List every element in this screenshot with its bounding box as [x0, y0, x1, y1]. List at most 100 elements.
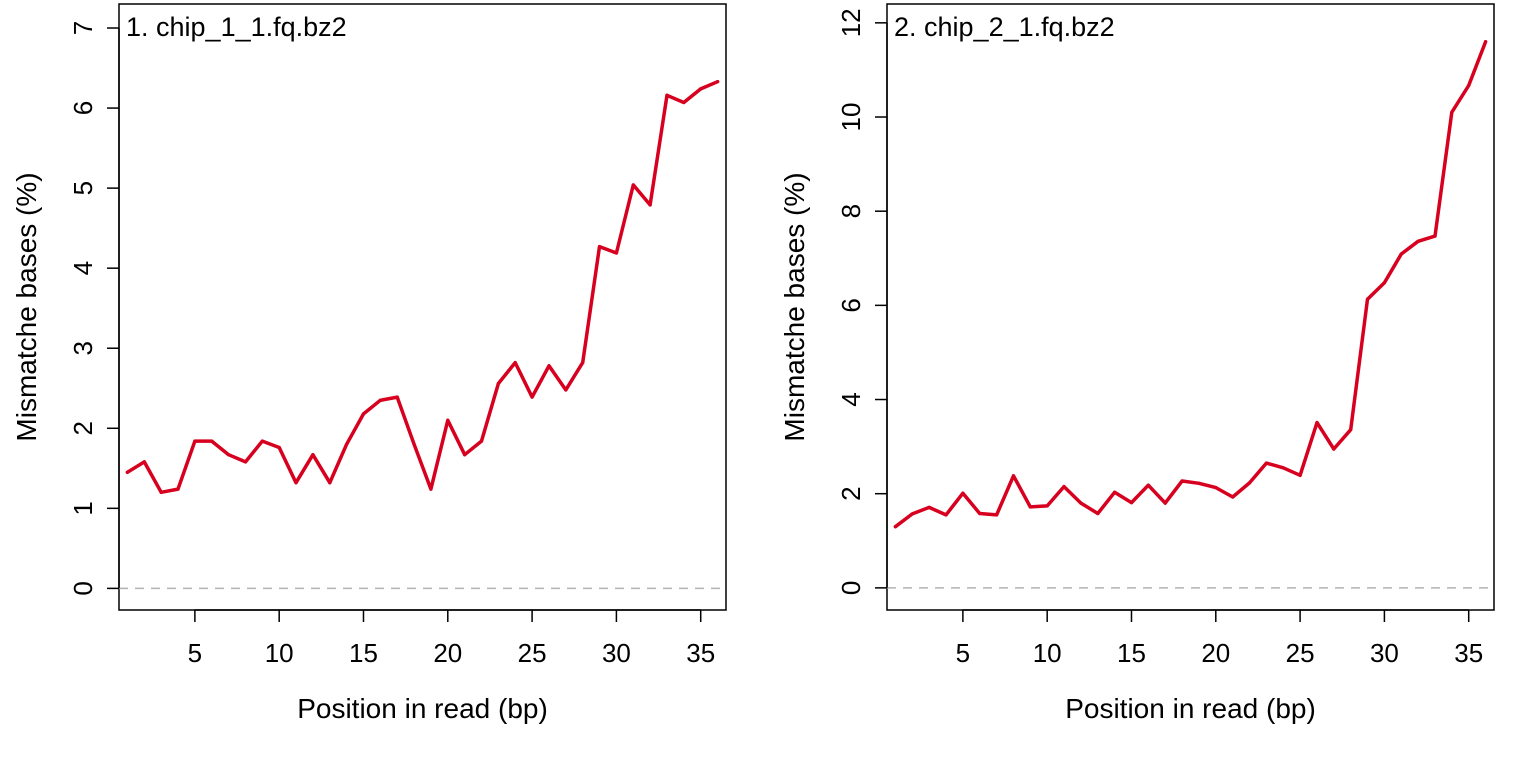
x-tick-label: 35	[686, 638, 715, 668]
data-point	[159, 490, 163, 494]
data-point	[1146, 483, 1150, 487]
y-axis-label: Mismatche bases (%)	[11, 172, 42, 441]
data-point	[395, 395, 399, 399]
data-point	[597, 244, 602, 249]
plot-frame	[118, 3, 727, 611]
data-point	[1096, 511, 1100, 516]
data-point	[1483, 40, 1488, 44]
y-tick-label: 0	[836, 581, 866, 595]
y-tick-label: 6	[68, 101, 98, 115]
data-point	[1399, 252, 1403, 256]
data-point	[446, 418, 450, 422]
y-tick-label: 1	[68, 501, 98, 515]
data-point	[1281, 466, 1285, 470]
data-point	[581, 361, 585, 365]
data-point	[378, 398, 382, 402]
data-point	[1214, 485, 1218, 490]
x-axis-label: Position in read (bp)	[297, 693, 548, 724]
data-point	[631, 183, 635, 187]
y-tick-label: 0	[68, 581, 98, 595]
x-tick-label: 15	[349, 638, 378, 668]
y-tick-label: 7	[68, 21, 98, 35]
data-point	[193, 439, 197, 443]
x-tick-label: 10	[1033, 638, 1062, 668]
panel-title: 2. chip_2_1.fq.bz2	[894, 12, 1115, 42]
data-point	[226, 453, 231, 457]
data-point	[648, 203, 652, 207]
x-tick-label: 5	[188, 638, 202, 668]
data-point	[463, 453, 467, 457]
data-point	[125, 470, 130, 474]
y-tick-label: 4	[68, 261, 98, 275]
data-point	[1433, 234, 1437, 238]
data-point	[1298, 473, 1302, 477]
data-point	[429, 487, 433, 491]
x-tick-label: 25	[518, 638, 547, 668]
x-tick-label: 30	[602, 638, 631, 668]
data-point	[345, 442, 349, 446]
y-tick-label: 10	[836, 103, 866, 132]
data-point	[1045, 504, 1049, 508]
data-point	[1113, 490, 1117, 494]
data-point	[1079, 501, 1083, 505]
data-point	[1180, 479, 1184, 483]
data-point	[1315, 420, 1319, 425]
data-point	[176, 487, 180, 491]
data-point	[944, 513, 948, 517]
x-tick-label: 10	[265, 638, 294, 668]
y-tick-label: 12	[836, 8, 866, 37]
panel-title: 1. chip_1_1.fq.bz2	[126, 12, 347, 42]
chart-panel-2: 5 10 15 20 25 30 35 0 2 4 6 8 10 12 Position in read (…	[779, 3, 1495, 724]
data-point	[910, 512, 914, 516]
data-point	[547, 364, 551, 368]
data-point	[1382, 281, 1387, 285]
data-point	[1011, 474, 1016, 478]
data-point	[1129, 501, 1134, 505]
y-tick-label: 2	[68, 421, 98, 435]
y-tick-label: 8	[836, 204, 866, 218]
data-point	[260, 439, 264, 443]
y-tick-label: 2	[836, 486, 866, 500]
data-point	[496, 381, 500, 386]
x-tick-label: 20	[1201, 638, 1230, 668]
data-point	[1365, 297, 1370, 301]
data-point	[1450, 110, 1454, 114]
data-point	[294, 481, 298, 485]
data-point	[1332, 447, 1336, 451]
data-point	[1231, 495, 1235, 499]
data-point	[682, 100, 686, 105]
data-point	[564, 388, 568, 392]
y-tick-label: 4	[836, 392, 866, 406]
series-line	[125, 79, 720, 495]
data-point	[1062, 485, 1066, 489]
data-point	[1247, 481, 1252, 485]
data-point	[927, 505, 931, 509]
x-tick-label: 25	[1286, 638, 1315, 668]
data-point	[961, 491, 965, 495]
y-axis-label: Mismatche bases (%)	[779, 172, 810, 441]
data-point	[361, 412, 366, 416]
data-point	[1163, 501, 1167, 505]
plot-frame	[886, 3, 1495, 611]
data-point	[243, 460, 248, 464]
x-tick-label: 15	[1117, 638, 1146, 668]
x-tick-label: 30	[1370, 638, 1399, 668]
data-point	[530, 395, 534, 399]
data-point	[311, 453, 315, 457]
data-point	[614, 251, 619, 255]
y-tick-label: 5	[68, 181, 98, 195]
data-point	[210, 439, 214, 443]
data-point	[1416, 239, 1420, 243]
y-tick-label: 3	[68, 341, 98, 355]
data-point	[1197, 481, 1201, 485]
y-tick-label: 6	[836, 298, 866, 312]
data-point	[978, 511, 982, 516]
data-point	[994, 513, 999, 517]
x-tick-label: 5	[956, 638, 970, 668]
data-point	[142, 460, 146, 464]
x-axis-label: Position in read (bp)	[1065, 693, 1316, 724]
x-tick-label: 35	[1454, 638, 1483, 668]
data-point	[479, 439, 484, 443]
data-point	[715, 80, 720, 84]
